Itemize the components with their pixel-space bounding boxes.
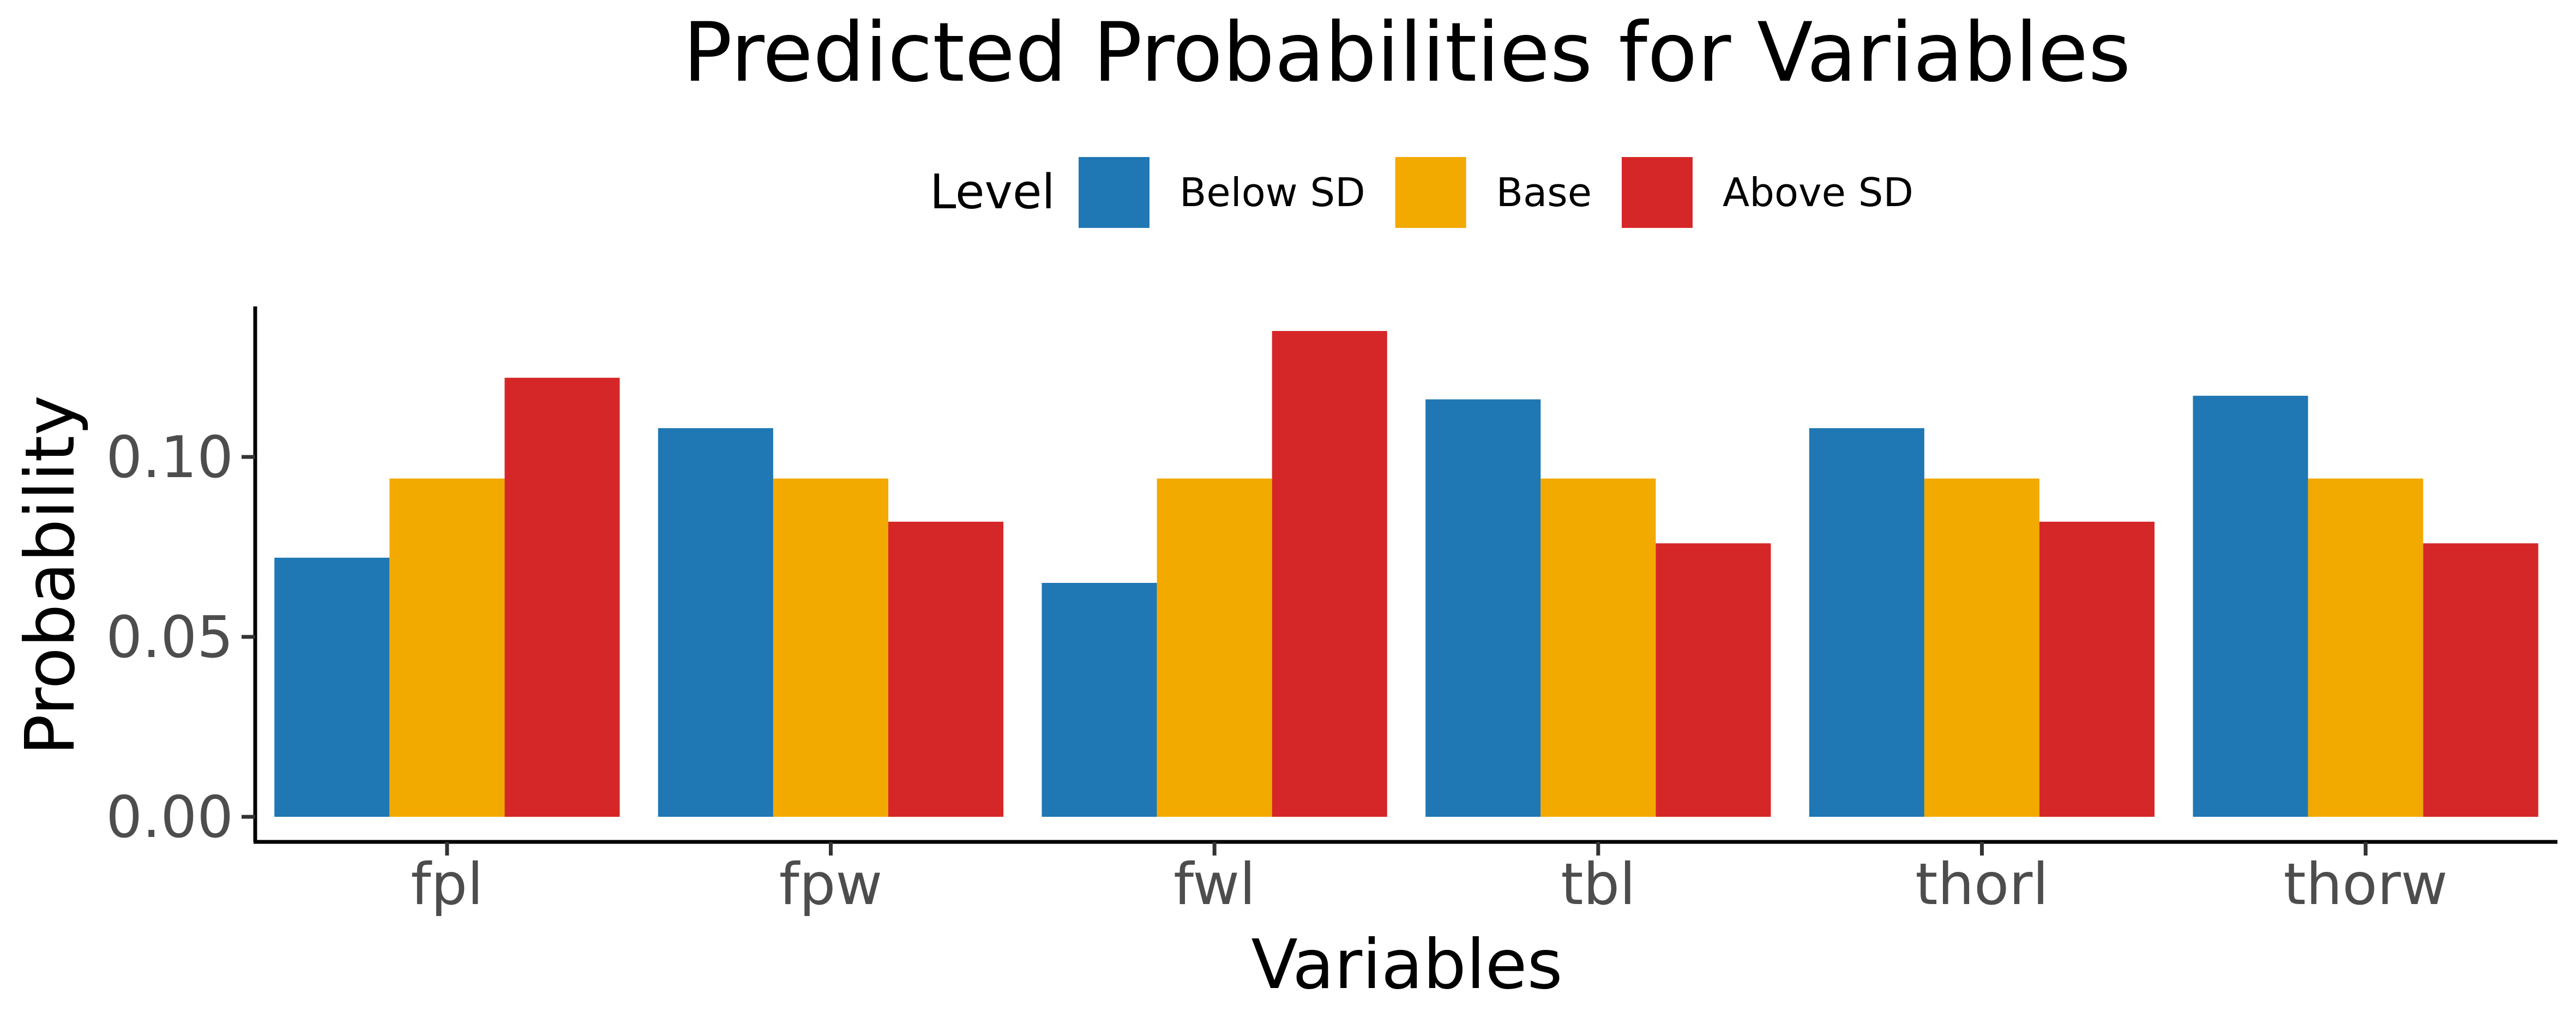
- x-tick-label-thorl: thorl: [1915, 851, 2048, 918]
- chart-title: Predicted Probabilities for Variables: [683, 5, 2130, 100]
- x-tick-label-fpw: fpw: [779, 851, 883, 918]
- bars: [274, 331, 2538, 817]
- x-tick-label-thorw: thorw: [2284, 851, 2448, 918]
- legend-label-below-sd: Below SD: [1179, 170, 1365, 215]
- bar-tbl-above-sd: [1656, 543, 1771, 817]
- bar-fpl-base: [389, 478, 505, 817]
- bar-fwl-below-sd: [1042, 583, 1157, 817]
- y-axis-title: Probability: [11, 395, 90, 756]
- bar-fwl-base: [1157, 478, 1272, 817]
- bar-tbl-base: [1540, 478, 1656, 817]
- bar-thorl-above-sd: [2039, 521, 2155, 817]
- y-tick-label: 0.00: [106, 784, 233, 851]
- legend-label-above-sd: Above SD: [1723, 170, 1913, 215]
- plot-area: 0.00 0.05 0.10 fpl fpw fwl tbl thorl thorw: [106, 306, 2557, 918]
- x-axis-title: Variables: [1251, 925, 1562, 1004]
- legend-key-base: [1395, 157, 1466, 228]
- bar-thorw-below-sd: [2193, 395, 2308, 817]
- x-tick-label-fwl: fwl: [1173, 851, 1255, 918]
- legend-key-above-sd: [1622, 157, 1693, 228]
- bar-tbl-below-sd: [1425, 399, 1541, 817]
- y-tick-label: 0.10: [106, 424, 233, 491]
- legend-label-base: Base: [1496, 170, 1592, 215]
- legend: Level Below SD Base Above SD: [930, 157, 1913, 228]
- x-tick-label-tbl: tbl: [1561, 851, 1635, 918]
- bar-fpl-below-sd: [274, 557, 390, 817]
- bar-fpw-below-sd: [658, 428, 773, 817]
- bar-thorw-base: [2308, 478, 2423, 817]
- bar-fwl-above-sd: [1272, 331, 1387, 817]
- bar-fpl-above-sd: [504, 377, 620, 817]
- bar-fpw-above-sd: [888, 521, 1004, 817]
- x-tick-label-fpl: fpl: [411, 851, 483, 918]
- bar-thorw-above-sd: [2423, 543, 2538, 817]
- bar-fpw-base: [773, 478, 888, 817]
- bar-thorl-below-sd: [1809, 428, 1924, 817]
- bar-thorl-base: [1924, 478, 2039, 817]
- y-ticks: 0.00 0.05 0.10: [106, 424, 255, 851]
- legend-key-below-sd: [1079, 157, 1149, 228]
- y-tick-label: 0.05: [106, 604, 233, 671]
- x-ticks: fpl fpw fwl tbl thorl thorw: [411, 842, 2448, 918]
- legend-title: Level: [930, 164, 1055, 220]
